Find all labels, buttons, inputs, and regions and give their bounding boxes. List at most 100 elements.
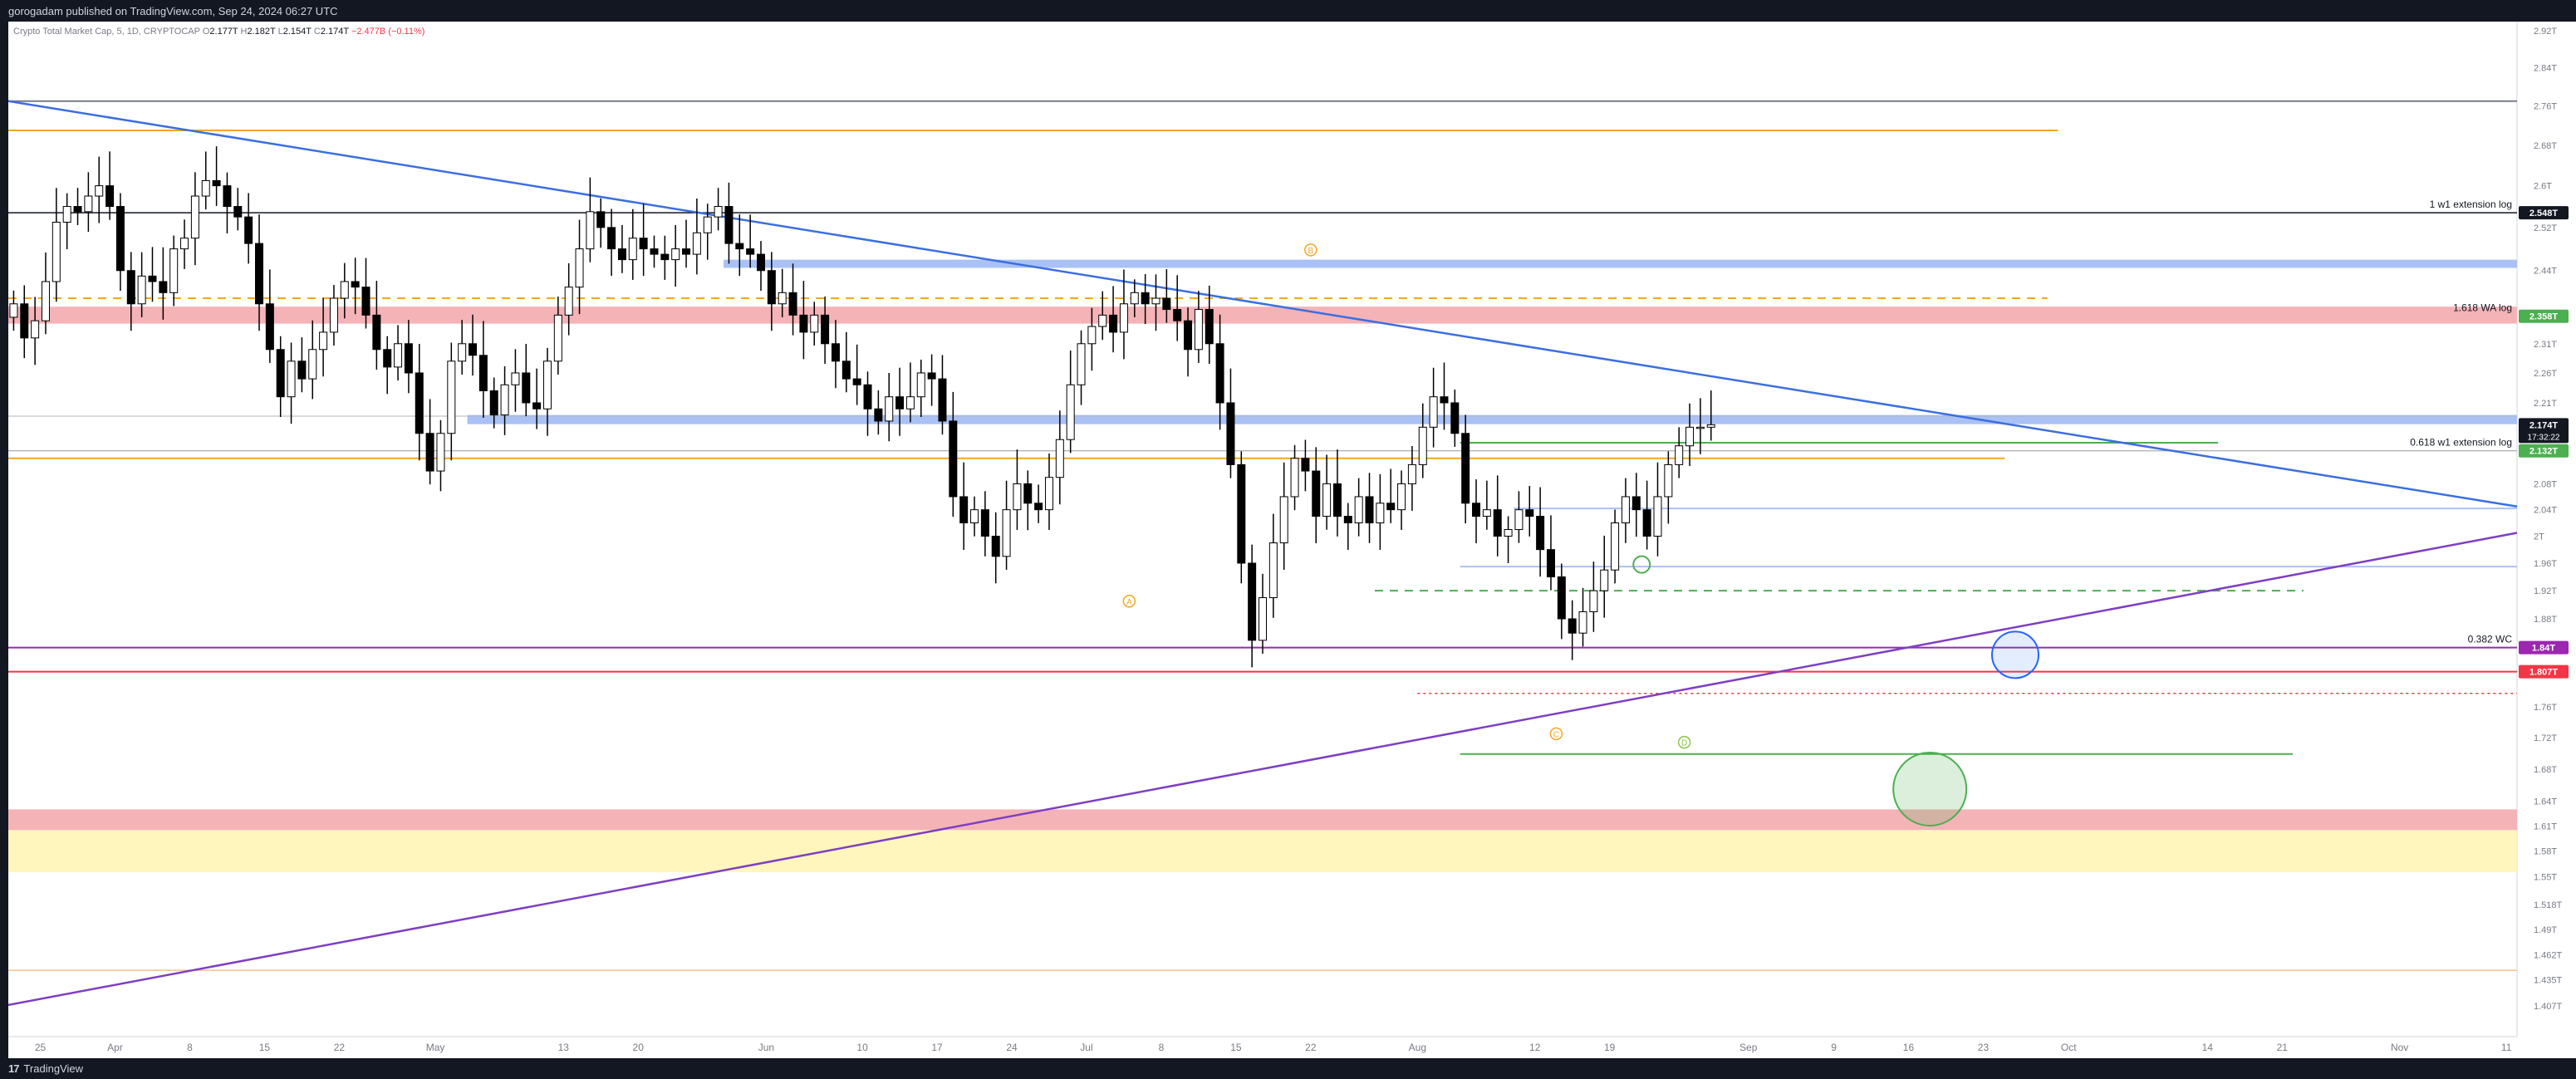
candle-body [1237, 463, 1246, 564]
candle-body [1055, 439, 1064, 478]
price-tick-label: 2.52T [2534, 223, 2557, 233]
high-value: 2.182T [247, 27, 276, 37]
candle-body [874, 408, 883, 422]
candle-body [617, 248, 626, 261]
candle-body [489, 390, 498, 416]
candle-body [714, 206, 723, 218]
candle-body [62, 206, 71, 223]
candle-body [436, 433, 445, 472]
candle-body [126, 270, 135, 305]
candle-body [522, 372, 531, 404]
price-tick-label: 1.64T [2534, 797, 2557, 807]
candle-body [1504, 528, 1513, 537]
price-tick-label: 2.6T [2534, 182, 2552, 192]
candle-body [1151, 297, 1160, 305]
time-tick-label: 23 [1978, 1042, 1990, 1053]
candle-body [703, 216, 712, 233]
candle-body [1514, 509, 1524, 530]
header-text: gorogadam published on TradingView.com, … [8, 4, 338, 17]
candle-body [1109, 314, 1118, 333]
level-label: 1 w1 extension log [2430, 199, 2512, 210]
time-tick-label: 10 [856, 1042, 868, 1053]
candle-body [639, 238, 648, 250]
open-label: O [202, 27, 210, 37]
candle-body [297, 360, 307, 380]
candle-body [1664, 463, 1673, 498]
low-value: 2.154T [282, 27, 312, 37]
candle-body [1589, 590, 1598, 612]
time-tick-label: Jun [758, 1042, 774, 1053]
upper-blue-zone [724, 259, 2518, 268]
candle-body [821, 314, 830, 345]
price-tick-label: 1.68T [2534, 765, 2557, 775]
candle-body [1194, 309, 1203, 351]
countdown-label: 17:32:22 [2528, 433, 2560, 442]
high-label: H [240, 27, 248, 37]
price-tag-bg [2519, 206, 2569, 220]
price-tick-label: 1.407T [2534, 1002, 2563, 1012]
close-label: C [313, 27, 321, 37]
price-tag-bg [2519, 309, 2569, 323]
price-tick-label: 2.26T [2534, 369, 2557, 379]
price-tick-label: 1.462T [2534, 950, 2563, 960]
candle-body [394, 343, 403, 368]
candle-body [1098, 314, 1107, 327]
candle-body [1621, 496, 1630, 523]
price-tick-label: 2.68T [2534, 141, 2557, 151]
candle-body [1141, 292, 1150, 305]
time-tick-label: 9 [1831, 1042, 1837, 1053]
candle-body [1675, 445, 1684, 465]
candle-body [1044, 477, 1053, 511]
candle-body [682, 248, 691, 255]
candle-body [1418, 426, 1427, 465]
candle-body [1685, 426, 1695, 447]
time-tick-label: 8 [1159, 1042, 1165, 1053]
candle-body [1332, 483, 1342, 517]
candle-body [180, 238, 189, 250]
price-tick-label: 1.58T [2534, 847, 2557, 857]
candle-body [308, 349, 317, 380]
time-tick-label: 13 [558, 1042, 570, 1053]
candle-body [778, 292, 787, 305]
wave-point-a-marker [1122, 595, 1136, 608]
candle-body [31, 320, 40, 339]
price-tick-label: 1.88T [2534, 615, 2557, 625]
candle-body [980, 509, 989, 537]
candle-body [938, 378, 947, 422]
candle-body [1600, 569, 1609, 591]
time-tick-label: May [426, 1042, 445, 1053]
price-tick-label: 2.04T [2534, 506, 2557, 516]
candle-body [84, 195, 93, 213]
time-tick-label: 11 [2501, 1042, 2512, 1053]
price-tick-label: 1.55T [2534, 872, 2557, 882]
candle-body [233, 206, 243, 218]
candle-body [1450, 402, 1460, 434]
candle-body [1226, 402, 1235, 465]
candle-body [1259, 597, 1267, 641]
candle-body [148, 275, 157, 282]
candle-body [1407, 463, 1416, 484]
candle-body [1248, 562, 1257, 641]
candle-body [1695, 426, 1705, 429]
candle-body [1706, 424, 1715, 428]
candle-body [905, 396, 915, 410]
price-chart[interactable]: A B C D 1 w1 extension log 2.548T 1.618 WA log… [8, 22, 2576, 1058]
candle-body [532, 402, 542, 410]
candle-body [1482, 509, 1491, 517]
candle-body [1557, 576, 1566, 620]
candle-body [244, 216, 253, 244]
candle-body [1440, 396, 1449, 404]
candle-body [478, 355, 488, 391]
candle-body [970, 509, 979, 523]
candle-body [447, 360, 456, 434]
candle-body [383, 349, 392, 368]
price-tick-label: 1.76T [2534, 703, 2557, 713]
candle-body [1429, 396, 1438, 428]
wave-point-b-marker [1304, 243, 1317, 257]
candle-body [41, 281, 50, 321]
candle-body [724, 206, 734, 244]
level-label: 0.618 w1 extension log [2410, 437, 2512, 449]
price-tag-label: 1.807T [2529, 668, 2559, 678]
chart-frame[interactable]: A B C D 1 w1 extension log 2.548T 1.618 WA log… [8, 22, 2576, 1058]
candle-body [885, 396, 894, 422]
